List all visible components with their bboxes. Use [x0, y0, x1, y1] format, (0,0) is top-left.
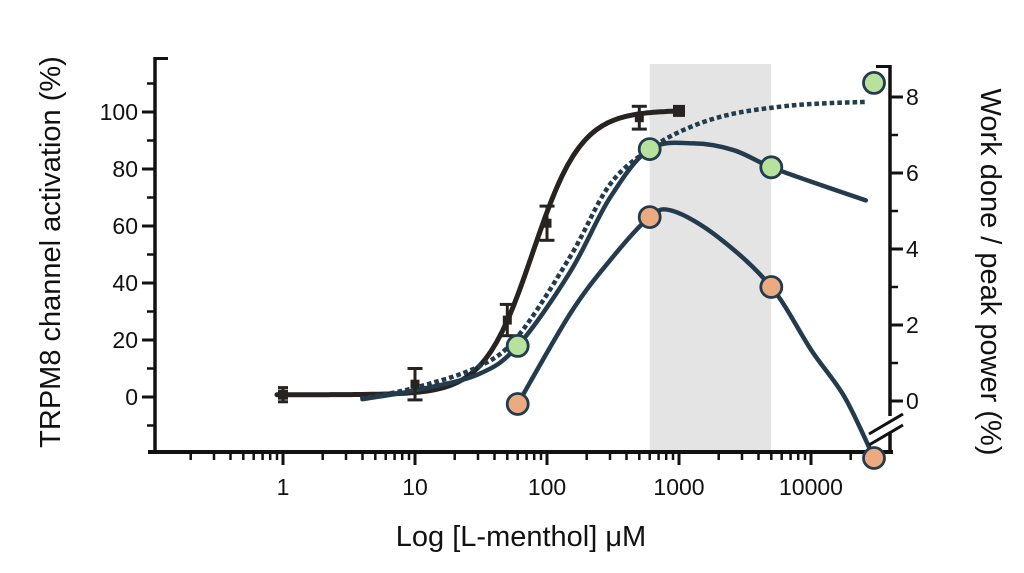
- trpm8-data-point: [673, 104, 685, 117]
- peak-power-data-point: [505, 392, 530, 416]
- work-done-data-point: [505, 333, 530, 358]
- y-axis-left-title: TRPM8 channel activation (%): [35, 56, 67, 448]
- y-left-tick-label: 40: [112, 270, 138, 296]
- y-right-tick-label: 6: [906, 160, 919, 186]
- work-done-data-point: [637, 137, 662, 162]
- highlight-band: [649, 64, 772, 450]
- peak-power-data-point: [759, 275, 784, 299]
- trpm8-activation-curve: [274, 108, 679, 398]
- x-tick-label: 10000: [779, 474, 843, 500]
- y-left-tick-label: 20: [112, 327, 138, 353]
- x-tick-label: 10: [402, 474, 428, 500]
- x-tick-label: 100: [528, 474, 566, 500]
- y-left-tick-label: 100: [100, 99, 138, 125]
- y-right-tick-label: 0: [906, 388, 919, 414]
- x-tick-label: 1000: [653, 474, 704, 500]
- peak-power-curve: [515, 206, 877, 461]
- axis-break-slash: [868, 412, 904, 436]
- peak-power-data-point: [862, 446, 886, 470]
- x-tick-label: 1: [277, 474, 290, 500]
- work-done-curve: [360, 140, 869, 402]
- trpm8-data-point: [542, 218, 552, 228]
- y-right-tick-label: 2: [906, 312, 919, 338]
- y-axis-right-title: Work done / peak power (%): [974, 89, 1006, 456]
- trpm8-data-point: [634, 113, 644, 123]
- peak-power-data-point: [637, 205, 662, 230]
- work-done-data-point: [862, 71, 886, 95]
- y-right-tick-label: 8: [906, 84, 919, 110]
- axis-break-slash: [868, 423, 904, 447]
- trpm8-data-point: [410, 379, 420, 389]
- y-left-tick-label: 80: [112, 156, 138, 182]
- y-left-tick-label: 0: [125, 384, 138, 410]
- work-done-data-point: [759, 155, 784, 180]
- x-axis-title: Log [L-menthol] μM: [396, 521, 646, 553]
- y-right-tick-label: 4: [906, 236, 919, 262]
- trpm8-data-point: [502, 315, 512, 325]
- projected-fit-dotted-curve: [359, 99, 869, 401]
- trpm8-data-point: [278, 389, 288, 400]
- y-left-tick-label: 60: [112, 213, 138, 239]
